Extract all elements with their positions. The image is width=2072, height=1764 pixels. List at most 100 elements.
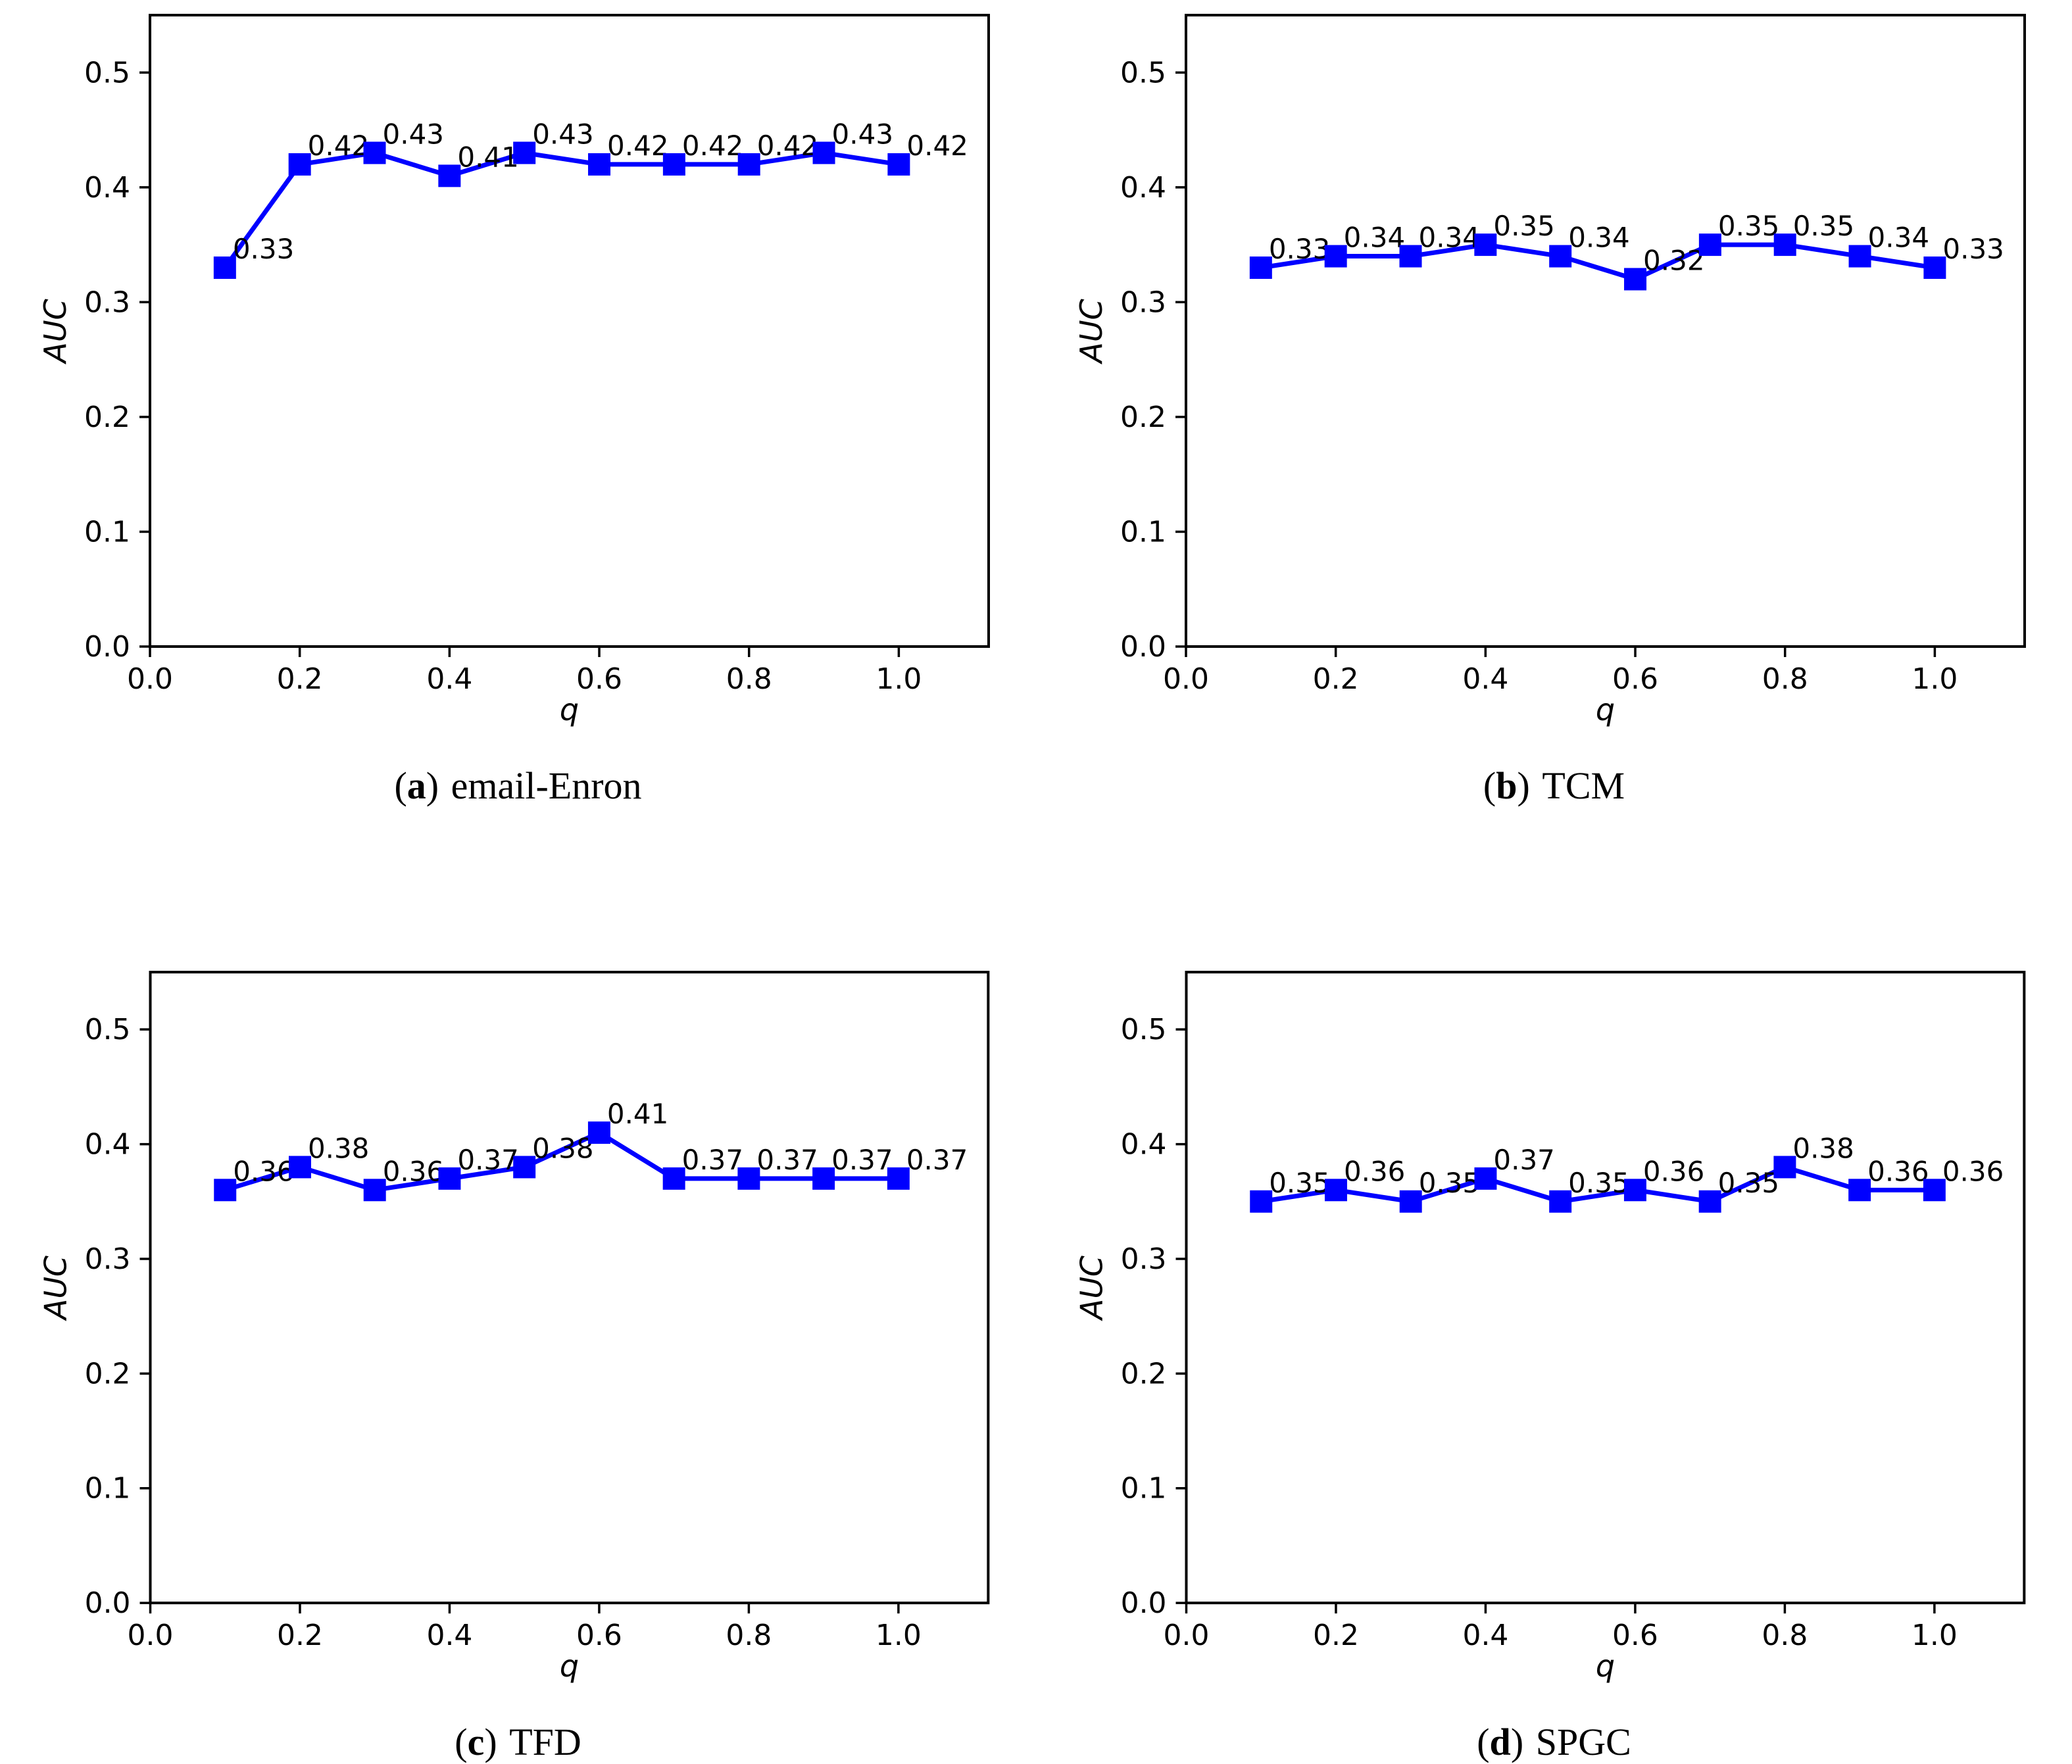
data-point-marker xyxy=(1249,1190,1272,1213)
data-point-label: 0.37 xyxy=(756,1144,818,1176)
x-tick-label: 0.6 xyxy=(576,662,622,696)
y-tick-label: 0.1 xyxy=(84,1472,130,1506)
data-point-marker xyxy=(288,153,311,176)
data-point-marker xyxy=(437,1167,460,1190)
x-tick-label: 0.4 xyxy=(1462,1619,1508,1652)
y-tick-label: 0.3 xyxy=(1120,1242,1166,1276)
data-point-label: 0.42 xyxy=(906,130,968,162)
x-tick-label: 1.0 xyxy=(1912,662,1958,696)
caption-paren-open: ( xyxy=(455,1721,468,1763)
subplot-b-caption: (b) TCM xyxy=(1483,764,1625,808)
y-tick-label: 0.2 xyxy=(1120,1357,1166,1390)
subplot-a: 0.0 0.2 0.4 0.6 0.8 1.0 0.0 0.1 0.2 0.3 0.4 0.5 q AUC… xyxy=(0,0,1036,882)
y-tick-label: 0.0 xyxy=(1120,630,1166,664)
data-point-marker xyxy=(1399,245,1422,268)
x-tick-label: 0.8 xyxy=(726,662,772,696)
y-tick-label: 0.3 xyxy=(84,1242,130,1276)
data-point-label: 0.36 xyxy=(1867,1155,1929,1187)
chart-a-canvas: 0.0 0.2 0.4 0.6 0.8 1.0 0.0 0.1 0.2 0.3 0.4 0.5 q AUC… xyxy=(38,14,990,727)
data-point-marker xyxy=(363,1179,386,1202)
data-point-label: 0.42 xyxy=(756,130,818,162)
data-point-marker xyxy=(1324,1179,1347,1202)
data-point-marker xyxy=(1923,257,1946,279)
data-point-marker xyxy=(1773,233,1796,257)
caption-paren-close: ) xyxy=(426,764,439,807)
y-tick-label: 0.0 xyxy=(84,1586,130,1620)
x-tick-label: 0.6 xyxy=(1612,662,1658,696)
plot-frame xyxy=(1185,970,2025,1605)
subplot-c: 0.0 0.2 0.4 0.6 0.8 1.0 0.0 0.1 0.2 0.3 0.4 0.5 q AUC… xyxy=(0,882,1036,1764)
data-point-label: 0.38 xyxy=(532,1132,593,1164)
caption-label: SPGC xyxy=(1535,1721,1631,1763)
data-point-label: 0.37 xyxy=(457,1144,518,1176)
y-tick-label: 0.5 xyxy=(84,1013,130,1046)
data-point-label: 0.36 xyxy=(1942,1155,2003,1187)
x-tick-label: 0.2 xyxy=(277,1619,323,1652)
data-point-marker xyxy=(812,141,835,164)
y-tick-label: 0.1 xyxy=(1120,1472,1166,1506)
chart-b-canvas: 0.0 0.2 0.4 0.6 0.8 1.0 0.0 0.1 0.2 0.3 0.4 0.5 q AUC… xyxy=(1074,14,2026,727)
data-point-marker xyxy=(512,141,535,164)
data-point-marker xyxy=(737,1167,760,1190)
x-axis-label: q xyxy=(1595,692,1614,727)
y-tick-label: 0.4 xyxy=(1120,171,1166,205)
chart-d-canvas: 0.0 0.2 0.4 0.6 0.8 1.0 0.0 0.1 0.2 0.3 0.4 0.5 q AUC… xyxy=(1074,970,2025,1684)
y-tick-label: 0.5 xyxy=(1120,56,1166,89)
x-tick-label: 0.0 xyxy=(127,662,173,696)
data-point-marker xyxy=(213,257,236,279)
subplot-a-caption: (a) email-Enron xyxy=(394,764,641,808)
data-point-marker xyxy=(1623,268,1646,291)
data-point-label: 0.34 xyxy=(1867,222,1929,254)
data-point-label: 0.36 xyxy=(382,1155,443,1187)
data-point-marker xyxy=(887,1167,910,1190)
data-point-label: 0.37 xyxy=(1493,1144,1554,1176)
data-point-label: 0.37 xyxy=(681,1144,743,1176)
data-point-marker xyxy=(1923,1179,1946,1202)
x-tick-label: 0.2 xyxy=(1312,662,1358,696)
data-point-marker xyxy=(288,1156,311,1179)
x-tick-label: 0.8 xyxy=(1762,1619,1808,1652)
y-tick-label: 0.1 xyxy=(1120,515,1166,549)
y-axis-label: AUC xyxy=(1074,1256,1110,1321)
caption-label: email-Enron xyxy=(451,764,642,807)
x-axis-label: q xyxy=(559,692,578,727)
series-line xyxy=(1260,242,1935,282)
x-tick-label: 0.0 xyxy=(1163,662,1209,696)
data-point-label: 0.33 xyxy=(1942,233,2004,265)
y-axis-label: AUC xyxy=(38,299,73,364)
data-point-label: 0.43 xyxy=(532,118,594,150)
data-point-label: 0.35 xyxy=(1418,1167,1479,1199)
data-point-marker xyxy=(1548,245,1571,268)
data-point-marker xyxy=(213,1179,236,1202)
data-point-label: 0.42 xyxy=(307,130,369,162)
data-point-label: 0.36 xyxy=(1642,1155,1704,1187)
data-point-marker xyxy=(1324,245,1347,268)
subplot-d: 0.0 0.2 0.4 0.6 0.8 1.0 0.0 0.1 0.2 0.3 0.4 0.5 q AUC… xyxy=(1036,882,2072,1764)
x-axis-label: q xyxy=(1595,1648,1614,1684)
data-point-marker xyxy=(1623,1179,1646,1202)
y-tick-label: 0.5 xyxy=(84,56,130,89)
data-point-marker xyxy=(1848,1179,1871,1202)
caption-paren-open: ( xyxy=(1483,764,1496,807)
data-point-marker xyxy=(812,1167,835,1190)
x-tick-label: 0.4 xyxy=(426,662,472,696)
caption-paren-close: ) xyxy=(1517,764,1530,807)
data-point-marker xyxy=(887,153,910,176)
data-point-marker xyxy=(512,1156,535,1179)
data-point-label: 0.43 xyxy=(382,118,444,150)
data-point-label: 0.42 xyxy=(681,130,743,162)
caption-letter: b xyxy=(1496,764,1517,807)
caption-paren-close: ) xyxy=(484,1721,497,1763)
data-point-marker xyxy=(1698,1190,1721,1213)
x-tick-label: 0.4 xyxy=(426,1619,472,1652)
chart-c-canvas: 0.0 0.2 0.4 0.6 0.8 1.0 0.0 0.1 0.2 0.3 0.4 0.5 q AUC… xyxy=(38,970,989,1684)
data-point-label: 0.34 xyxy=(1418,222,1480,254)
series-line xyxy=(1260,1164,1935,1204)
caption-label: TCM xyxy=(1542,764,1625,807)
data-point-label: 0.38 xyxy=(1792,1132,1854,1164)
data-point-label: 0.35 xyxy=(1717,1167,1779,1199)
data-point-label: 0.32 xyxy=(1643,244,1705,276)
data-point-marker xyxy=(1773,1156,1796,1179)
y-tick-label: 0.0 xyxy=(84,630,130,664)
